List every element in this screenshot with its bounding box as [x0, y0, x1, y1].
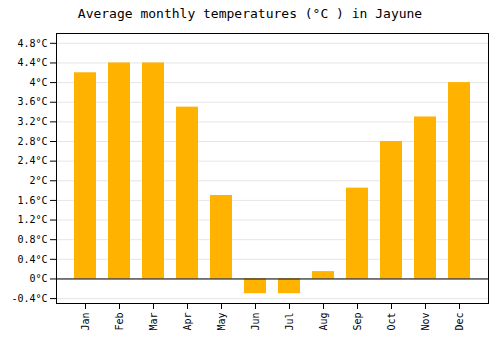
svg-text:0.4°C: 0.4°C [17, 254, 47, 265]
svg-text:1.2°C: 1.2°C [17, 214, 47, 225]
svg-text:Sep: Sep [352, 313, 363, 331]
svg-text:Feb: Feb [114, 313, 125, 331]
svg-text:Apr: Apr [182, 313, 193, 331]
svg-text:May: May [216, 313, 227, 331]
svg-text:2.4°C: 2.4°C [17, 155, 47, 166]
svg-text:Nov: Nov [420, 313, 431, 331]
svg-text:1.6°C: 1.6°C [17, 195, 47, 206]
svg-text:Jan: Jan [80, 313, 91, 331]
svg-text:3.6°C: 3.6°C [17, 96, 47, 107]
svg-text:3.2°C: 3.2°C [17, 116, 47, 127]
svg-text:-0.4°C: -0.4°C [11, 293, 47, 304]
svg-text:Jun: Jun [250, 313, 261, 331]
svg-text:Oct: Oct [386, 313, 397, 331]
svg-text:0.8°C: 0.8°C [17, 234, 47, 245]
svg-text:Jul: Jul [284, 313, 295, 331]
svg-text:2°C: 2°C [29, 175, 47, 186]
svg-text:Dec: Dec [454, 313, 465, 331]
svg-text:4°C: 4°C [29, 77, 47, 88]
svg-text:Mar: Mar [148, 313, 159, 331]
svg-text:Aug: Aug [318, 313, 329, 331]
svg-text:0°C: 0°C [29, 273, 47, 284]
svg-text:2.8°C: 2.8°C [17, 136, 47, 147]
svg-text:4.8°C: 4.8°C [17, 38, 47, 49]
html-text:Average monthly temperatures (: Average monthly temperatures (°C ) in Ja… [77, 6, 423, 21]
svg-text:4.4°C: 4.4°C [17, 57, 47, 68]
